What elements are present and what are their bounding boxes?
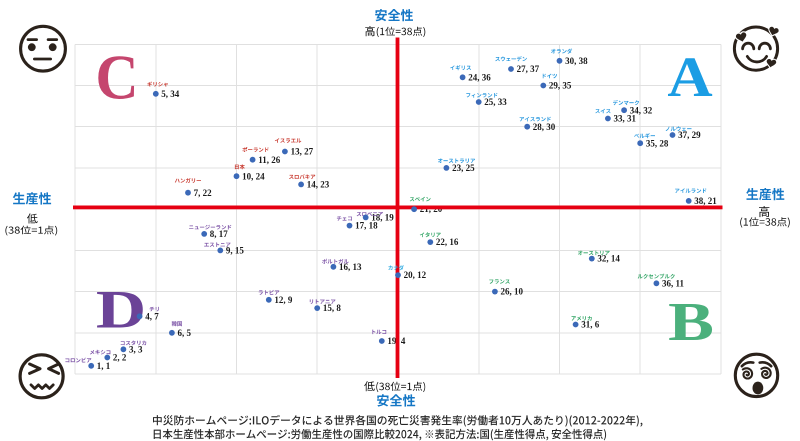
svg-text:32, 14: 32, 14 [597,254,620,264]
svg-text:22, 16: 22, 16 [436,237,459,247]
svg-text:4, 7: 4, 7 [145,311,159,321]
svg-text:8, 17: 8, 17 [210,229,229,239]
svg-text:25, 33: 25, 33 [484,97,507,107]
svg-text:26, 10: 26, 10 [501,287,524,297]
svg-text:24, 36: 24, 36 [468,72,491,82]
svg-text:15, 8: 15, 8 [323,303,342,313]
svg-text:3, 3: 3, 3 [129,344,143,354]
svg-text:13, 27: 13, 27 [291,147,314,157]
svg-text:38, 21: 38, 21 [694,196,717,206]
svg-text:20, 12: 20, 12 [404,270,427,280]
svg-text:33, 31: 33, 31 [614,114,637,124]
svg-text:16, 13: 16, 13 [339,262,362,272]
svg-text:35, 28: 35, 28 [646,138,669,148]
svg-text:34, 32: 34, 32 [630,105,653,115]
svg-text:11, 26: 11, 26 [258,155,281,165]
svg-text:2, 2: 2, 2 [113,353,127,363]
svg-text:D: D [96,280,146,340]
svg-text:36, 11: 36, 11 [662,278,685,288]
svg-text:23, 25: 23, 25 [452,163,475,173]
svg-text:10, 24: 10, 24 [242,171,265,181]
svg-text:37, 29: 37, 29 [678,130,701,140]
svg-text:29, 35: 29, 35 [549,81,572,91]
svg-text:14, 23: 14, 23 [307,180,330,190]
svg-text:A: A [667,46,712,109]
svg-text:6, 5: 6, 5 [178,328,192,338]
svg-text:7, 22: 7, 22 [194,188,213,198]
svg-text:28, 30: 28, 30 [533,122,556,132]
svg-text:9, 15: 9, 15 [226,246,245,256]
svg-text:1, 1: 1, 1 [97,361,111,371]
svg-text:30, 38: 30, 38 [565,56,588,66]
svg-text:18, 19: 18, 19 [371,213,394,223]
svg-text:5, 34: 5, 34 [161,89,180,99]
svg-text:12, 9: 12, 9 [274,295,293,305]
svg-text:C: C [95,43,138,113]
svg-text:B: B [668,292,714,352]
svg-text:27, 37: 27, 37 [517,64,540,74]
svg-text:31, 6: 31, 6 [581,320,600,330]
svg-text:17, 18: 17, 18 [355,221,378,231]
